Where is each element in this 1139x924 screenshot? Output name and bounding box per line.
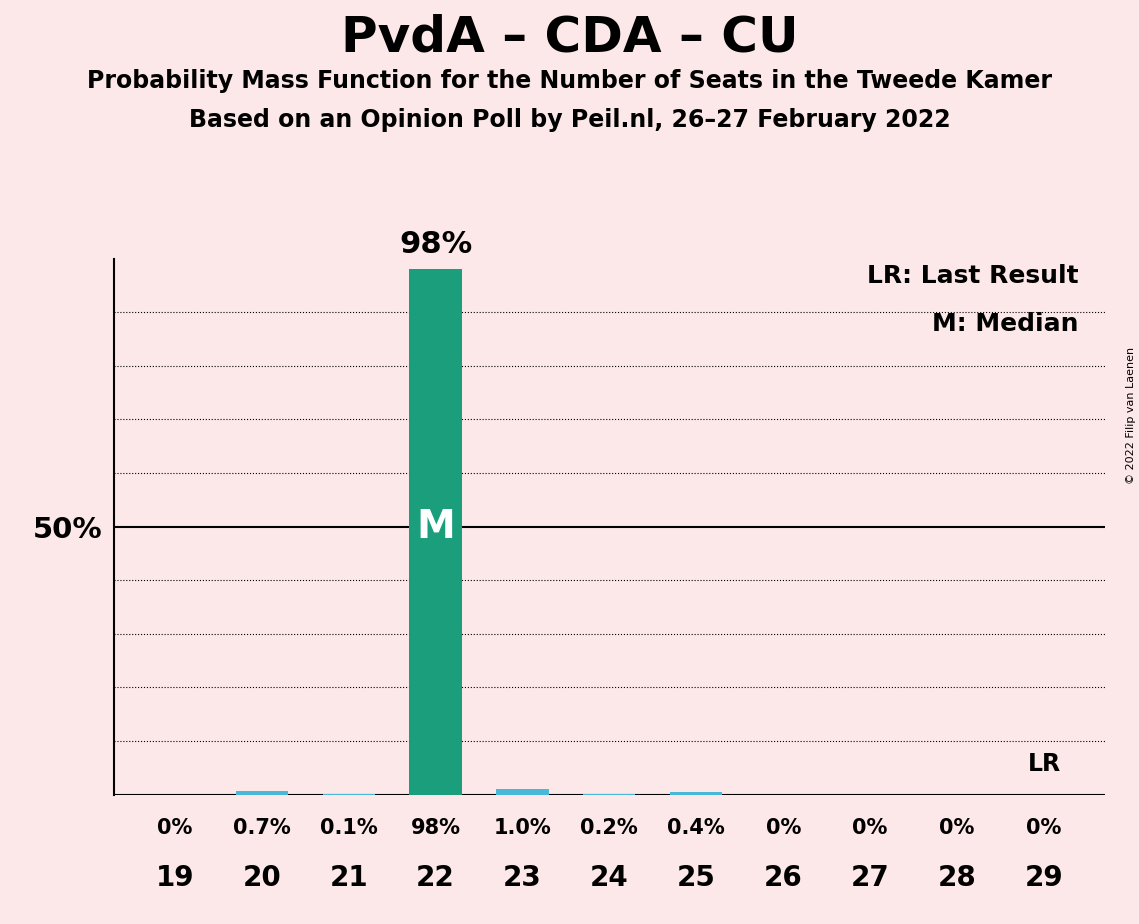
- Text: 0.7%: 0.7%: [232, 818, 290, 838]
- Text: 26: 26: [764, 864, 803, 892]
- Text: 0%: 0%: [765, 818, 801, 838]
- Text: 27: 27: [851, 864, 890, 892]
- Text: 20: 20: [243, 864, 281, 892]
- Bar: [670, 793, 722, 795]
- Text: 0%: 0%: [940, 818, 975, 838]
- Text: 0.4%: 0.4%: [667, 818, 726, 838]
- Text: 22: 22: [416, 864, 454, 892]
- Text: 1.0%: 1.0%: [493, 818, 551, 838]
- Text: M: Median: M: Median: [932, 312, 1079, 336]
- Text: 0.2%: 0.2%: [581, 818, 638, 838]
- Text: 24: 24: [590, 864, 629, 892]
- Text: © 2022 Filip van Laenen: © 2022 Filip van Laenen: [1126, 347, 1136, 484]
- Text: 98%: 98%: [410, 818, 460, 838]
- Bar: [497, 789, 549, 795]
- Bar: [409, 270, 461, 795]
- Bar: [583, 794, 636, 795]
- Text: LR: Last Result: LR: Last Result: [867, 264, 1079, 288]
- Text: 0%: 0%: [852, 818, 887, 838]
- Text: 29: 29: [1025, 864, 1064, 892]
- Bar: [236, 791, 288, 795]
- Text: 19: 19: [156, 864, 194, 892]
- Text: 25: 25: [677, 864, 715, 892]
- Text: 23: 23: [503, 864, 542, 892]
- Text: Based on an Opinion Poll by Peil.nl, 26–27 February 2022: Based on an Opinion Poll by Peil.nl, 26–…: [189, 108, 950, 132]
- Text: M: M: [416, 507, 454, 546]
- Text: 0%: 0%: [1026, 818, 1062, 838]
- Text: PvdA – CDA – CU: PvdA – CDA – CU: [341, 14, 798, 62]
- Text: Probability Mass Function for the Number of Seats in the Tweede Kamer: Probability Mass Function for the Number…: [87, 69, 1052, 93]
- Text: 98%: 98%: [399, 230, 473, 259]
- Text: 28: 28: [937, 864, 976, 892]
- Text: 0%: 0%: [157, 818, 192, 838]
- Text: 21: 21: [329, 864, 368, 892]
- Text: 0.1%: 0.1%: [320, 818, 377, 838]
- Text: LR: LR: [1027, 752, 1060, 776]
